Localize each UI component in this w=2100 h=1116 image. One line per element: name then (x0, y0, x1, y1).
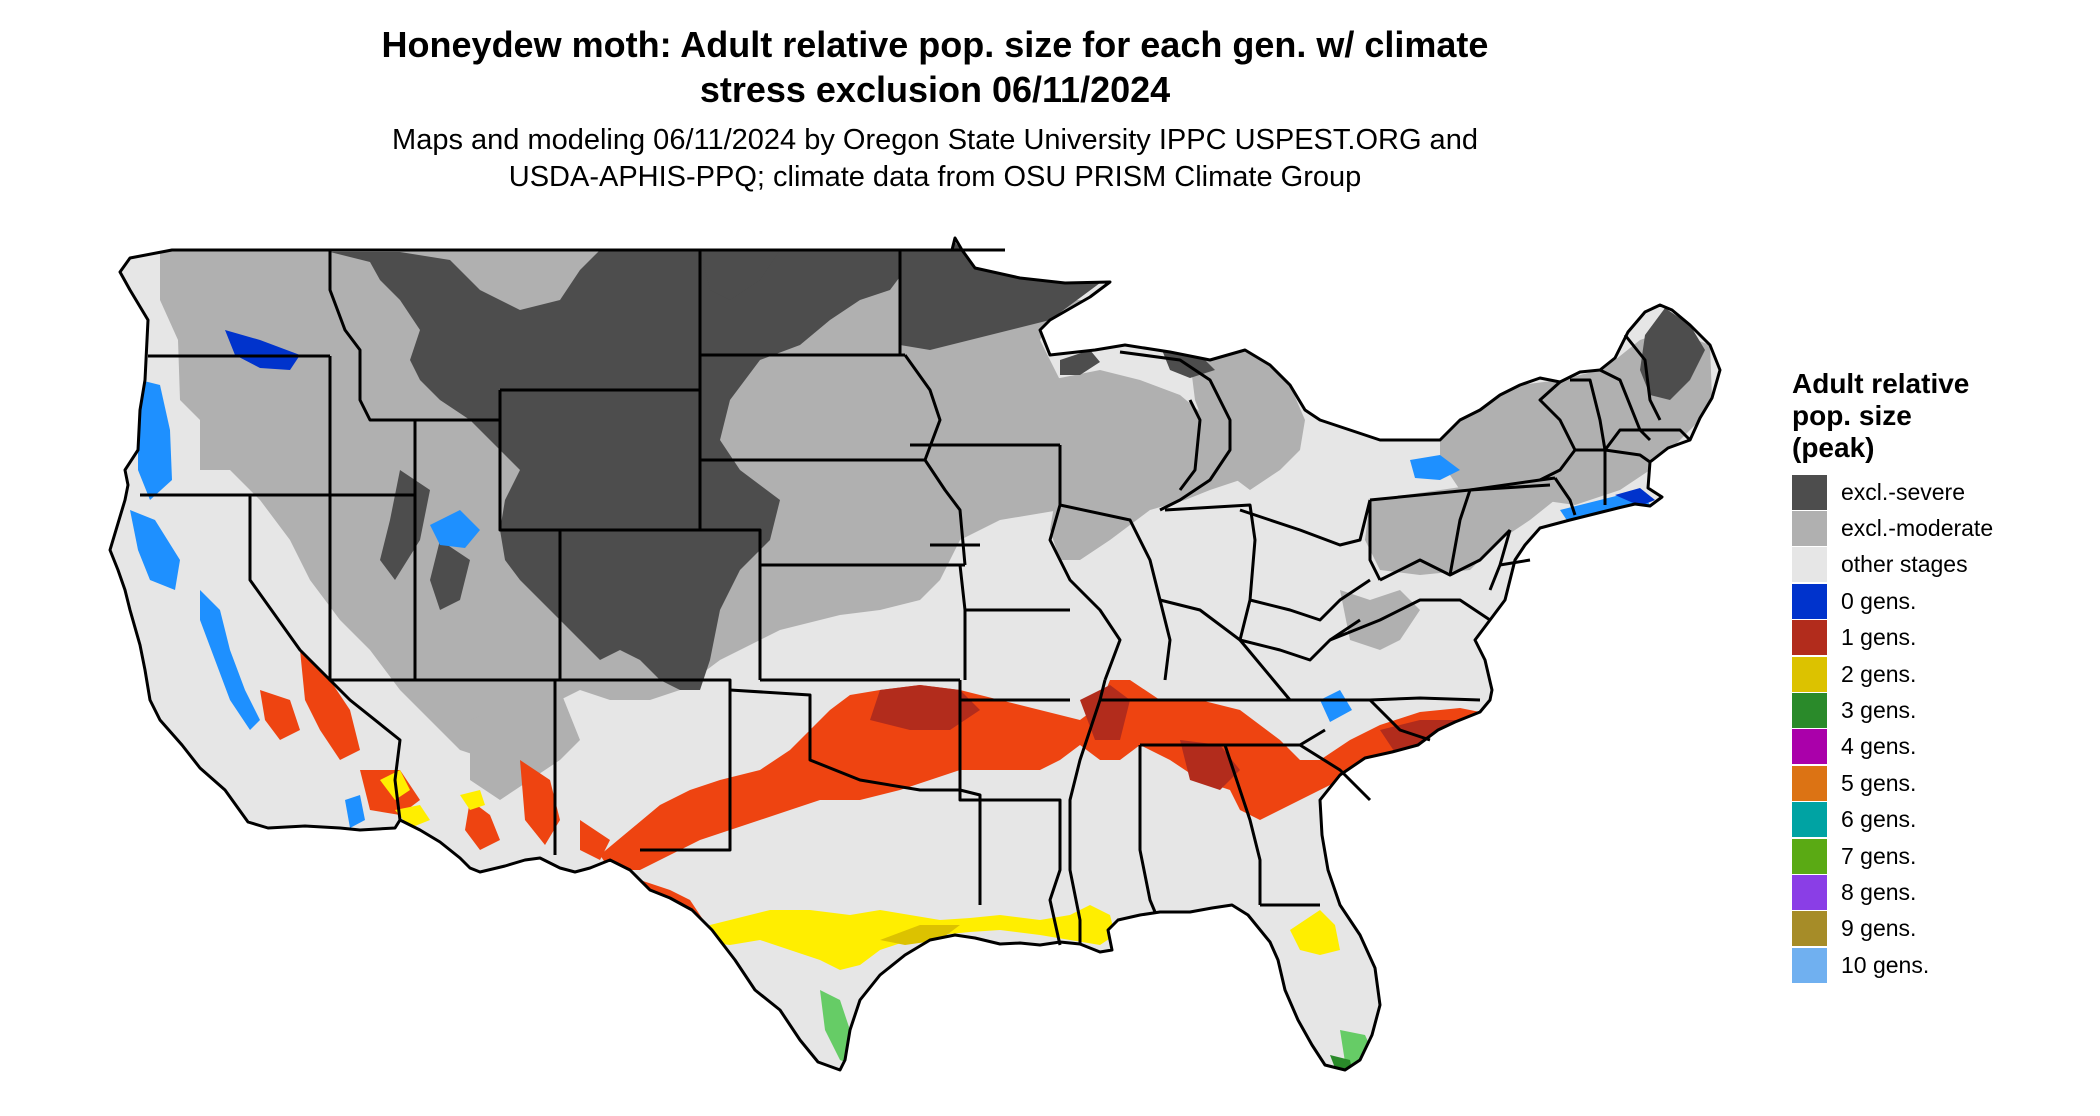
map-title-line-1: Honeydew moth: Adult relative pop. size … (381, 24, 1489, 65)
us-outline (108, 236, 1722, 1072)
legend-swatch (1792, 583, 1827, 619)
legend-swatch (1792, 947, 1827, 983)
legend-item: 1 gens. (1792, 620, 2092, 656)
legend-item: 10 gens. (1792, 947, 2092, 983)
legend-title-line-1: Adult relative (1792, 368, 1970, 399)
legend-swatch (1792, 656, 1827, 692)
legend-label: 8 gens. (1841, 878, 1917, 905)
legend-item: 3 gens. (1792, 692, 2092, 729)
legend-item: 0 gens. (1792, 583, 2092, 619)
legend-label: other stages (1841, 551, 1968, 578)
legend-swatch (1792, 802, 1827, 838)
legend-label: 1 gens. (1841, 624, 1917, 651)
legend-swatch (1792, 838, 1827, 874)
legend-item: 7 gens. (1792, 838, 2092, 874)
legend-title: Adult relative pop. size (peak) (1792, 368, 2092, 464)
legend-label: 0 gens. (1841, 587, 1917, 614)
legend-swatch (1792, 620, 1827, 656)
map-legend: Adult relative pop. size (peak) excl.-se… (1792, 368, 2092, 983)
legend-items: excl.-severe excl.-moderate other stages 0 … (1792, 474, 2092, 983)
legend-item: 4 gens. (1792, 729, 2092, 765)
map-subtitle-line-1: Maps and modeling 06/11/2024 by Oregon S… (392, 124, 1478, 156)
legend-item: other stages (1792, 547, 2092, 583)
legend-label: 5 gens. (1841, 769, 1917, 796)
excl-severe-areas (330, 242, 1705, 690)
legend-label: 7 gens. (1841, 842, 1917, 869)
legend-swatch (1792, 547, 1827, 583)
legend-item: 2 gens. (1792, 656, 2092, 692)
legend-title-line-3: (peak) (1792, 432, 1875, 463)
legend-label: excl.-moderate (1841, 515, 1994, 542)
map-subtitle-line-2: USDA-APHIS-PPQ; climate data from OSU PR… (508, 161, 1362, 193)
legend-item: excl.-moderate (1792, 510, 2092, 547)
map-subtitle: Maps and modeling 06/11/2024 by Oregon S… (0, 122, 1870, 196)
legend-swatch (1792, 765, 1827, 801)
legend-item: 5 gens. (1792, 765, 2092, 801)
legend-label: 10 gens. (1841, 951, 1930, 978)
legend-label: 4 gens. (1841, 733, 1917, 760)
legend-swatch (1792, 511, 1827, 547)
legend-item: 6 gens. (1792, 802, 2092, 838)
legend-swatch (1792, 729, 1827, 765)
gen-0-areas (130, 330, 1655, 828)
map-header: Honeydew moth: Adult relative pop. size … (0, 22, 1870, 196)
legend-swatch (1792, 874, 1827, 910)
legend-label: 6 gens. (1841, 806, 1917, 833)
legend-swatch (1792, 474, 1827, 510)
legend-title-line-2: pop. size (1792, 400, 1912, 431)
legend-item: 8 gens. (1792, 874, 2092, 910)
legend-label: 2 gens. (1841, 660, 1917, 687)
legend-swatch (1792, 693, 1827, 729)
legend-swatch (1792, 911, 1827, 947)
legend-label: 3 gens. (1841, 697, 1917, 724)
map-title: Honeydew moth: Adult relative pop. size … (0, 22, 1870, 112)
legend-item: 9 gens. (1792, 911, 2092, 947)
legend-label: 9 gens. (1841, 915, 1917, 942)
legend-label: excl.-severe (1841, 478, 1965, 505)
map-title-line-2: stress exclusion 06/11/2024 (699, 69, 1171, 110)
legend-item: excl.-severe (1792, 474, 2092, 510)
state-borders (108, 236, 1722, 1072)
